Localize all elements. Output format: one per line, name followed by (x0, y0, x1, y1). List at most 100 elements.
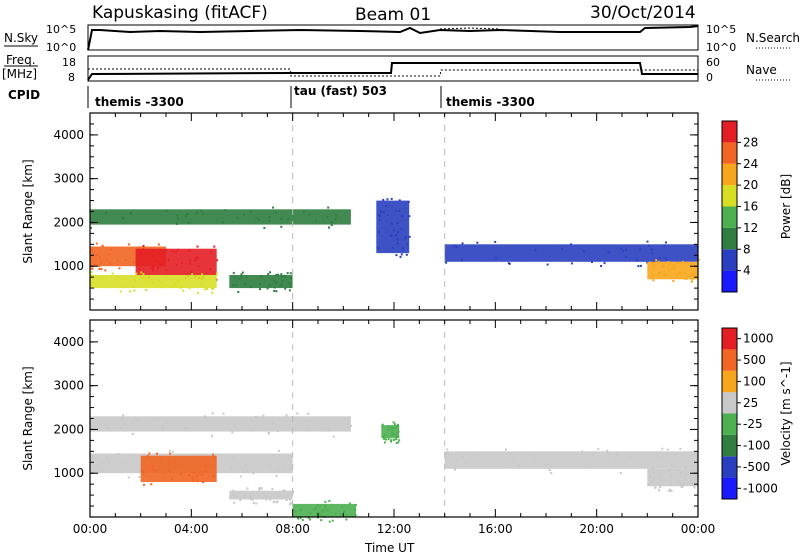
echo-speckle (319, 505, 322, 508)
echo-speckle (142, 245, 145, 247)
echo-speckle (393, 426, 396, 429)
echo-speckle (205, 470, 208, 473)
echo-speckle (534, 249, 537, 252)
y-tick-label: 3000 (53, 172, 84, 186)
echo-speckle (328, 520, 331, 523)
echo-speckle (453, 244, 456, 247)
echo-speckle (690, 280, 693, 283)
echo-speckle (283, 468, 285, 470)
echo-speckle (648, 470, 651, 473)
cpid-segment-0: themis -3300 (95, 95, 184, 109)
echo-speckle (209, 268, 212, 270)
echo-speckle (94, 263, 96, 266)
echo-speckle (600, 265, 603, 267)
echo-speckle (455, 246, 458, 249)
echo-speckle (233, 501, 236, 504)
echo-speckle (697, 258, 700, 261)
echo-speckle (667, 469, 670, 472)
echo-speckle (659, 271, 662, 274)
colorbar-swatch-7 (722, 121, 737, 143)
echo-speckle (148, 452, 151, 455)
colorbar-swatch-6 (722, 142, 737, 164)
echo-speckle (320, 519, 323, 522)
echo-speckle (494, 240, 497, 243)
colorbar-tick-label: 12 (743, 221, 758, 235)
echo-speckle (309, 512, 312, 515)
echo-speckle (252, 472, 255, 475)
echo-speckle (390, 426, 393, 429)
echo-speckle (269, 271, 271, 274)
echo-speckle (326, 509, 329, 512)
echo-speckle (255, 217, 258, 220)
echo-speckle (607, 251, 610, 254)
echo-speckle (397, 429, 400, 432)
echo-speckle (107, 253, 110, 256)
echo-speckle (397, 425, 400, 428)
echo-speckle (561, 248, 563, 250)
echo-speckle (273, 279, 276, 282)
echo-band-5 (229, 490, 293, 500)
echo-speckle (137, 418, 139, 421)
echo-speckle (181, 262, 184, 265)
echo-speckle (96, 464, 99, 467)
echo-speckle (686, 262, 689, 265)
echo-speckle (171, 450, 174, 453)
echo-speckle (243, 213, 246, 216)
echo-speckle (104, 269, 107, 272)
echo-speckle (201, 273, 204, 276)
echo-speckle (654, 486, 657, 489)
echo-speckle (395, 442, 398, 444)
echo-speckle (259, 288, 261, 291)
echo-speckle (267, 273, 270, 276)
echo-speckle (152, 269, 154, 272)
echo-speckle (648, 244, 650, 247)
echo-speckle (276, 429, 279, 432)
echo-speckle (176, 214, 179, 217)
echo-speckle (691, 274, 694, 277)
echo-speckle (232, 493, 235, 496)
echo-speckle (140, 469, 143, 472)
echo-speckle (330, 221, 333, 224)
colorbar-tick-label: 4 (743, 264, 751, 278)
echo-speckle (101, 244, 104, 247)
colorbar-swatch-5 (722, 163, 737, 186)
echo-speckle (624, 255, 627, 258)
echo-speckle (142, 248, 145, 251)
echo-speckle (307, 412, 310, 415)
freq-frame (87, 55, 699, 82)
echo-speckle (376, 246, 379, 249)
echo-speckle (404, 236, 407, 239)
echo-speckle (141, 271, 144, 274)
echo-speckle (279, 284, 282, 287)
colorbar-tick-label: 100 (743, 374, 766, 388)
echo-speckle (269, 498, 272, 501)
cpid-panel: CPID themis -3300 tau (fast) 503 themis … (8, 84, 535, 109)
echo-speckle (129, 212, 132, 215)
echo-speckle (625, 248, 628, 251)
echo-speckle (667, 269, 670, 272)
echo-speckle (107, 427, 110, 430)
echo-speckle (670, 490, 673, 492)
x-tick-label: 08:00 (275, 522, 310, 536)
echo-speckle (382, 435, 385, 438)
echo-speckle (391, 432, 394, 435)
colorbar-tick-label: 25 (743, 396, 758, 410)
echo-speckle (591, 261, 593, 263)
echo-speckle (684, 271, 686, 274)
echo-speckle (655, 259, 658, 262)
echo-speckle (684, 466, 687, 469)
echo-speckle (383, 437, 386, 440)
colorbar-tick-label: 1000 (743, 332, 774, 346)
echo-speckle (564, 460, 567, 463)
echo-speckle (693, 452, 696, 455)
colorbar-tick-label: 8 (743, 242, 751, 256)
y-axis-title: Slant Range [km] (21, 366, 35, 470)
echo-speckle (378, 218, 381, 221)
colorbar-tick-label: 500 (743, 353, 766, 367)
echo-speckle (174, 251, 177, 254)
echo-speckle (212, 453, 215, 456)
echo-speckle (138, 246, 141, 249)
echo-speckle (200, 282, 203, 285)
echo-speckle (650, 248, 653, 251)
echo-speckle (324, 504, 327, 507)
